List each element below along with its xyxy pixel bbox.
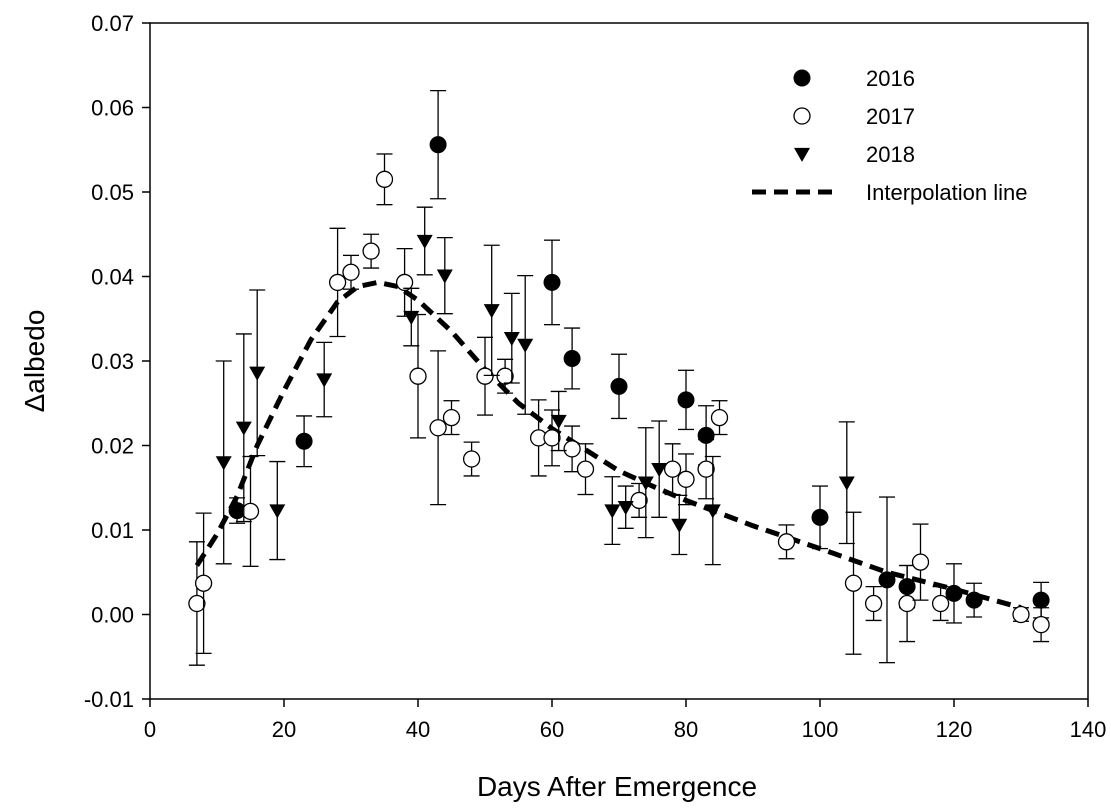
data-point <box>697 460 715 478</box>
data-point <box>550 414 567 429</box>
data-point <box>1012 605 1030 624</box>
interpolation-line <box>194 279 1022 611</box>
x-tick-label: 60 <box>540 717 564 742</box>
y-tick-label: 0.00 <box>91 603 134 628</box>
data-point <box>704 504 721 519</box>
y-axis-title: Δalbedo <box>19 310 50 413</box>
data-point <box>342 263 360 281</box>
data-point <box>898 594 916 613</box>
data-point <box>436 269 453 284</box>
series-2017 <box>188 153 1050 666</box>
data-point <box>249 366 266 381</box>
data-point <box>241 502 260 521</box>
data-point <box>269 504 286 519</box>
legend-marker <box>793 107 811 125</box>
y-tick-label: 0.03 <box>91 349 134 374</box>
data-point <box>864 594 883 613</box>
data-point <box>911 553 930 571</box>
y-tick-label: -0.01 <box>84 687 134 712</box>
y-tick-label: 0.05 <box>91 180 134 205</box>
data-point <box>878 571 896 589</box>
data-point <box>710 408 729 427</box>
data-point <box>476 367 494 385</box>
y-tick-label: 0.02 <box>91 434 134 459</box>
data-point <box>811 508 829 526</box>
legend-label: 2017 <box>866 104 915 129</box>
series-2018 <box>215 206 855 566</box>
data-point <box>543 429 561 447</box>
data-point <box>637 476 654 491</box>
data-point <box>838 476 855 491</box>
data-point <box>403 310 420 325</box>
data-point <box>630 491 648 510</box>
data-point <box>496 367 514 385</box>
data-point <box>617 501 634 516</box>
data-point <box>462 450 481 468</box>
x-tick-label: 120 <box>936 717 973 742</box>
data-point <box>677 470 695 488</box>
data-point <box>945 584 963 602</box>
data-point <box>416 234 433 249</box>
data-point <box>429 419 447 437</box>
data-point <box>604 504 621 519</box>
axes: 0 20 40 60 80 100 120 140 -0.01 0.00 0.01 0.02 0.03 0… <box>84 11 1107 742</box>
plot-area <box>188 89 1050 666</box>
data-point <box>375 170 394 188</box>
legend: 2016 2017 2018 Interpolation line <box>752 66 1027 205</box>
legend-label: 2018 <box>866 142 915 167</box>
data-point <box>931 594 950 613</box>
data-point <box>409 367 427 385</box>
data-point <box>651 463 668 478</box>
data-point <box>844 574 863 592</box>
data-point <box>483 304 500 319</box>
data-point <box>563 349 581 367</box>
legend-label: 2016 <box>866 66 915 91</box>
y-tick-label: 0.04 <box>91 265 134 290</box>
x-tick-label: 40 <box>406 717 430 742</box>
data-point <box>563 440 581 458</box>
legend-marker <box>793 69 811 87</box>
x-tick-label: 0 <box>144 717 156 742</box>
x-axis-title: Days After Emergence <box>477 771 757 802</box>
x-tick-label: 20 <box>272 717 296 742</box>
data-point <box>215 456 232 471</box>
data-point <box>194 574 213 592</box>
x-tick-label: 140 <box>1070 717 1107 742</box>
data-point <box>295 432 313 450</box>
data-point <box>316 373 333 388</box>
data-point <box>503 332 520 347</box>
data-point <box>677 391 695 409</box>
data-point <box>328 273 347 292</box>
x-tick-label: 80 <box>674 717 698 742</box>
y-tick-label: 0.07 <box>91 11 134 36</box>
data-point <box>395 273 414 292</box>
legend-marker <box>794 147 810 162</box>
data-point <box>188 594 206 613</box>
data-point <box>1032 615 1050 634</box>
data-point <box>671 518 688 533</box>
series-2016 <box>228 89 1050 664</box>
data-point <box>965 591 983 609</box>
data-point <box>362 242 380 260</box>
data-point <box>576 460 595 478</box>
data-point <box>235 421 252 436</box>
data-point <box>543 273 561 291</box>
x-tick-label: 100 <box>802 717 839 742</box>
data-point <box>777 533 796 551</box>
legend-label: Interpolation line <box>866 180 1027 205</box>
y-tick-label: 0.01 <box>91 518 134 543</box>
data-point <box>663 460 682 478</box>
data-point <box>610 377 628 395</box>
data-point <box>442 408 461 427</box>
y-tick-label: 0.06 <box>91 96 134 121</box>
data-point <box>1032 591 1050 609</box>
data-point <box>517 338 534 353</box>
data-point <box>429 136 447 154</box>
